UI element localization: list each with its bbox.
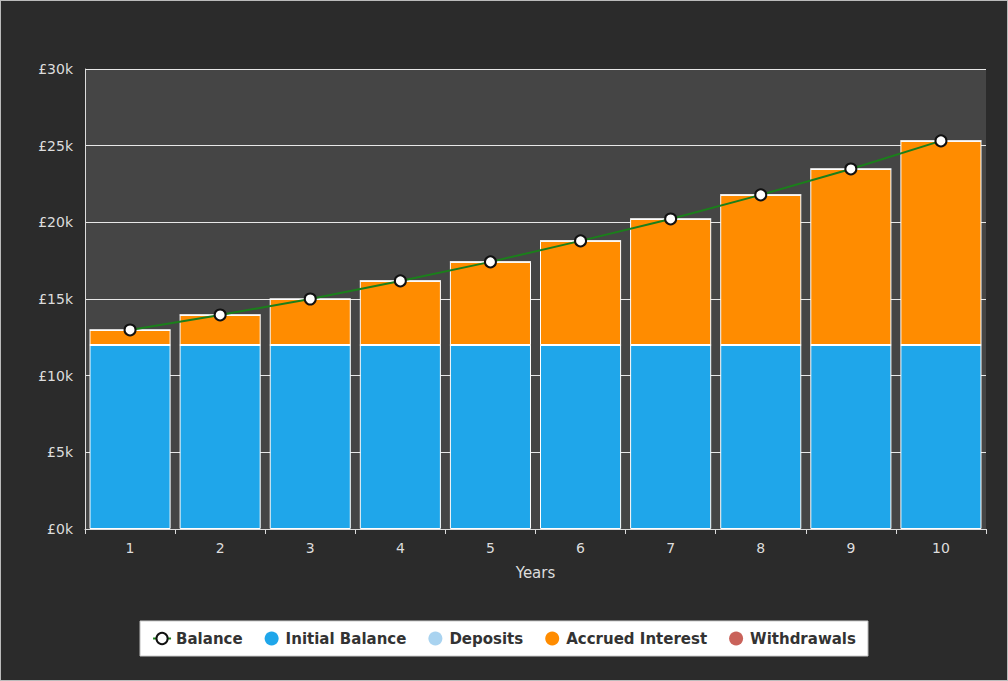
svg-text:£15k: £15k [38,291,74,307]
svg-text:£20k: £20k [38,214,74,230]
svg-text:1: 1 [126,540,135,556]
svg-text:6: 6 [576,540,585,556]
svg-text:Years: Years [515,564,556,582]
svg-text:Withdrawals: Withdrawals [750,630,856,648]
svg-text:10: 10 [932,540,950,556]
svg-text:Accrued Interest: Accrued Interest [566,630,707,648]
svg-text:£0k: £0k [47,521,74,537]
svg-text:Initial Balance: Initial Balance [286,630,407,648]
svg-text:5: 5 [486,540,495,556]
svg-text:£30k: £30k [38,61,74,77]
svg-text:4: 4 [396,540,405,556]
svg-text:3: 3 [306,540,315,556]
svg-text:2: 2 [216,540,225,556]
svg-text:Balance: Balance [176,630,243,648]
svg-text:£10k: £10k [38,368,74,384]
svg-text:£5k: £5k [47,444,74,460]
svg-text:8: 8 [756,540,765,556]
svg-text:Deposits: Deposits [449,630,523,648]
svg-text:9: 9 [846,540,855,556]
svg-text:£25k: £25k [38,138,74,154]
svg-text:7: 7 [666,540,675,556]
